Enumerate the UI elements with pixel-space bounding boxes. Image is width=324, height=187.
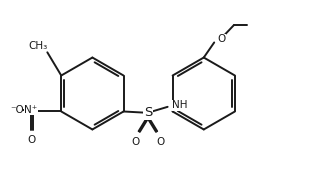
Text: O: O bbox=[218, 34, 226, 44]
Text: S: S bbox=[144, 106, 152, 119]
Text: NH: NH bbox=[172, 100, 188, 111]
Text: O: O bbox=[27, 135, 35, 145]
Text: O: O bbox=[156, 137, 165, 147]
Text: CH₃: CH₃ bbox=[28, 41, 47, 51]
Text: O: O bbox=[131, 137, 139, 147]
Text: ⁻O: ⁻O bbox=[10, 105, 24, 115]
Text: N⁺: N⁺ bbox=[25, 105, 38, 115]
